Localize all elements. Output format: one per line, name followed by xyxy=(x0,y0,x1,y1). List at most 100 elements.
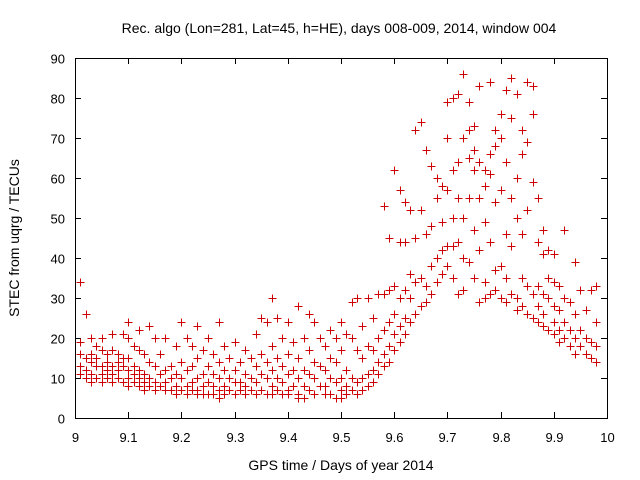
data-point xyxy=(534,302,543,311)
data-point xyxy=(390,310,399,319)
data-point xyxy=(252,390,261,399)
data-point xyxy=(236,358,245,367)
data-point xyxy=(236,378,245,387)
data-point xyxy=(220,342,229,351)
data-point xyxy=(529,314,538,323)
data-point xyxy=(273,354,282,363)
data-point xyxy=(220,390,229,399)
y-tick-label: 70 xyxy=(51,132,65,147)
data-point xyxy=(337,386,346,395)
data-point xyxy=(438,270,447,279)
data-point xyxy=(342,382,351,391)
data-point xyxy=(550,278,559,287)
data-point xyxy=(396,322,405,331)
data-point xyxy=(225,354,234,363)
data-point xyxy=(337,374,346,383)
data-point xyxy=(172,370,181,379)
y-tick-label: 30 xyxy=(51,292,65,307)
data-point xyxy=(98,362,107,371)
data-point xyxy=(114,374,123,383)
data-point xyxy=(396,338,405,347)
data-point xyxy=(539,226,548,235)
data-point xyxy=(497,186,506,195)
data-point xyxy=(273,374,282,383)
data-point xyxy=(183,382,192,391)
data-point xyxy=(305,346,314,355)
data-point xyxy=(215,358,224,367)
data-point xyxy=(507,194,516,203)
data-point xyxy=(385,318,394,327)
data-point xyxy=(544,294,553,303)
data-point xyxy=(539,322,548,331)
data-point xyxy=(294,374,303,383)
data-point xyxy=(443,134,452,143)
data-point xyxy=(241,382,250,391)
data-point xyxy=(518,302,527,311)
data-point xyxy=(401,286,410,295)
data-point xyxy=(204,362,213,371)
data-point xyxy=(385,358,394,367)
data-point xyxy=(518,126,527,135)
data-point xyxy=(369,366,378,375)
data-point xyxy=(172,382,181,391)
data-point xyxy=(491,198,500,207)
data-point xyxy=(326,374,335,383)
data-point xyxy=(161,334,170,343)
data-point xyxy=(427,222,436,231)
data-point xyxy=(582,350,591,359)
data-point xyxy=(278,378,287,387)
data-point xyxy=(353,294,362,303)
data-point xyxy=(497,134,506,143)
data-point xyxy=(316,334,325,343)
data-point xyxy=(390,330,399,339)
x-tick-label: 9.4 xyxy=(279,430,297,445)
data-point xyxy=(310,318,319,327)
data-point xyxy=(534,318,543,327)
data-point xyxy=(502,86,511,95)
data-point xyxy=(353,378,362,387)
data-point xyxy=(135,366,144,375)
data-point xyxy=(523,206,532,215)
y-tick-label: 80 xyxy=(51,92,65,107)
data-point xyxy=(236,386,245,395)
data-point xyxy=(555,306,564,315)
data-point xyxy=(257,350,266,359)
data-point xyxy=(491,286,500,295)
data-point xyxy=(119,330,128,339)
data-point xyxy=(135,346,144,355)
data-point xyxy=(582,306,591,315)
x-tick-label: 9.3 xyxy=(226,430,244,445)
data-point xyxy=(459,70,468,79)
data-point xyxy=(188,362,197,371)
x-tick-label: 9.1 xyxy=(119,430,137,445)
data-point xyxy=(156,370,165,379)
data-point xyxy=(507,290,516,299)
data-point xyxy=(358,374,367,383)
data-point xyxy=(332,334,341,343)
y-axis-title: STEC from uqrg / TECUs xyxy=(6,159,22,317)
data-point xyxy=(231,338,240,347)
data-point xyxy=(544,326,553,335)
data-point xyxy=(571,310,580,319)
data-point xyxy=(231,390,240,399)
data-point xyxy=(135,326,144,335)
data-point xyxy=(576,342,585,351)
data-point xyxy=(449,274,458,283)
data-point xyxy=(555,326,564,335)
data-point xyxy=(465,258,474,267)
data-point xyxy=(193,374,202,383)
data-point xyxy=(470,146,479,155)
data-point xyxy=(145,374,154,383)
data-point xyxy=(348,334,357,343)
data-point xyxy=(263,358,272,367)
data-point xyxy=(177,386,186,395)
data-point xyxy=(300,334,309,343)
data-point xyxy=(385,286,394,295)
data-point xyxy=(491,126,500,135)
data-point xyxy=(438,218,447,227)
data-point xyxy=(470,166,479,175)
x-tick-label: 9 xyxy=(72,430,79,445)
data-point xyxy=(76,362,85,371)
data-point xyxy=(523,138,532,147)
data-point xyxy=(465,194,474,203)
